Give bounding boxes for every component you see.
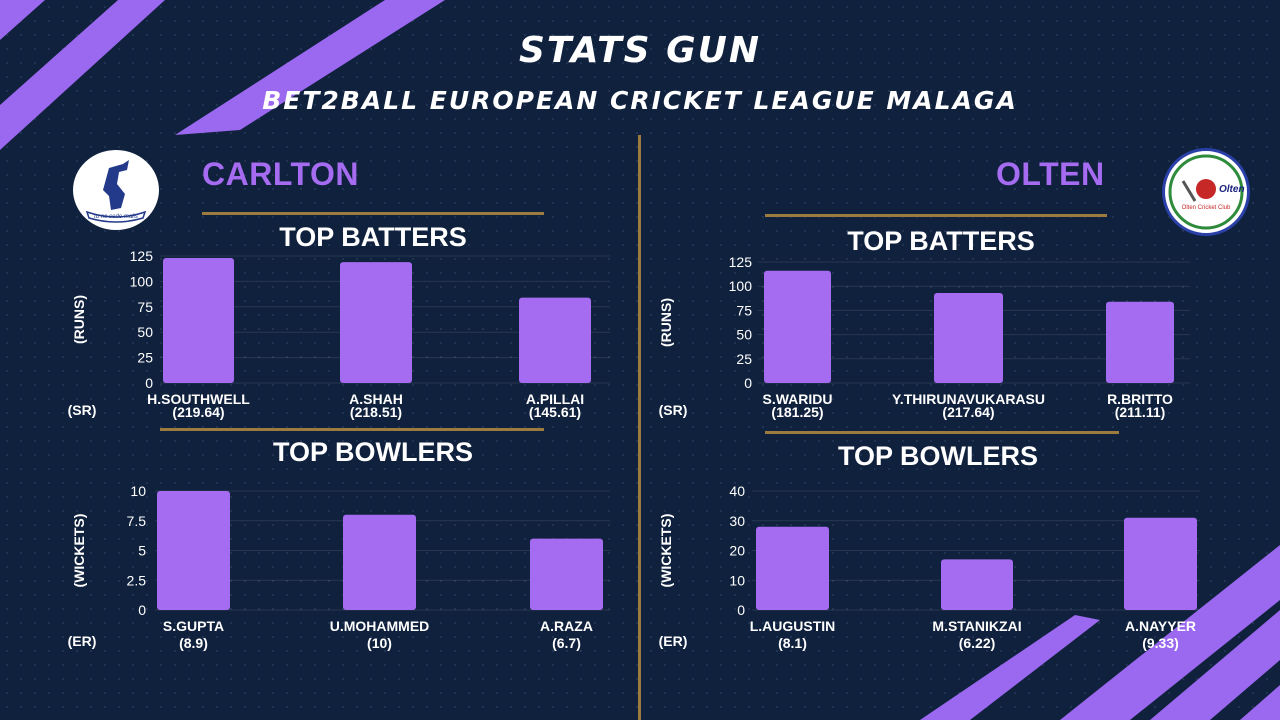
olten-header-rule [765,214,1107,217]
y-tick-label: 7.5 [127,513,147,529]
bar [1124,517,1197,610]
y-axis-label: (RUNS) [658,298,674,347]
bar [157,491,230,610]
olten-logo-subtext: Olten Cricket Club [1182,205,1231,211]
bar [1106,301,1174,383]
y-tick-label: 100 [729,278,753,294]
x-category-label: A.PILLAI [526,391,584,407]
y-tick-label: 125 [130,248,154,264]
y-tick-label: 100 [130,273,154,289]
x-sub-value-label: (9.33) [1142,635,1179,651]
y-tick-label: 20 [729,543,745,559]
y-tick-label: 0 [138,602,146,618]
olten-logo-text: Olten [1219,184,1245,195]
x-sub-value-label: (145.61) [529,404,581,420]
bar [340,262,412,383]
x-category-label: R.BRITTO [1107,391,1173,407]
x-category-label: H.SOUTHWELL [147,391,250,407]
x-sub-value-label: (217.64) [942,404,994,420]
team-name-olten: OLTEN [996,156,1105,192]
olten-batters-title: TOP BATTERS [847,226,1035,256]
y-tick-label: 50 [736,327,752,343]
y-tick-label: 0 [744,375,752,391]
bar [941,559,1013,610]
bar [530,538,603,610]
y-tick-label: 0 [737,602,745,618]
secondary-metric-label: (SR) [68,402,97,418]
secondary-metric-label: (SR) [659,402,688,418]
y-tick-label: 10 [130,483,146,499]
y-tick-label: 75 [736,302,752,318]
x-category-label: M.STANIKZAI [932,618,1021,634]
center-divider [638,135,641,720]
y-tick-label: 2.5 [127,572,147,588]
carlton-bowlers-title: TOP BOWLERS [272,437,474,467]
x-sub-value-label: (6.7) [552,635,581,651]
y-tick-label: 125 [729,254,753,270]
x-sub-value-label: (219.64) [172,404,224,420]
x-sub-value-label: (8.1) [778,635,807,651]
y-tick-label: 50 [137,324,153,340]
x-category-label: A.RAZA [540,618,593,634]
team-name-carlton: CARLTON [202,156,359,192]
y-axis-label: (RUNS) [71,295,87,344]
bar [343,514,416,610]
y-tick-label: 30 [729,513,745,529]
y-tick-label: 0 [145,375,153,391]
carlton-header-rule [202,212,544,215]
y-tick-label: 25 [736,351,752,367]
x-category-label: S.GUPTA [163,618,224,634]
olten-club-icon: Olten Olten Cricket Club [1168,154,1245,230]
carlton-logo: tu ne cede malis [73,150,159,230]
secondary-metric-label: (ER) [659,633,688,649]
page-subtitle: BET2BALL EUROPEAN CRICKET LEAGUE MALAGA [262,86,1018,115]
x-sub-value-label: (10) [367,635,392,651]
bar [764,270,831,383]
carlton-crest-icon: tu ne cede malis [85,160,147,223]
bar [163,258,234,383]
y-tick-label: 5 [138,543,146,559]
x-sub-value-label: (8.9) [179,635,208,651]
olten-logo: Olten Olten Cricket Club [1162,148,1250,236]
y-tick-label: 25 [137,350,153,366]
y-tick-label: 10 [729,572,745,588]
page-title: STATS GUN [518,30,762,71]
x-sub-value-label: (181.25) [771,404,823,420]
carlton-section-rule [160,428,544,431]
x-sub-value-label: (211.11) [1115,404,1166,420]
y-axis-label: (WICKETS) [71,514,87,588]
x-category-label: A.NAYYER [1125,618,1196,634]
x-category-label: S.WARIDU [763,391,833,407]
y-tick-label: 40 [729,483,745,499]
x-category-label: Y.THIRUNAVUKARASU [892,391,1045,407]
carlton-logo-motto: tu ne cede malis [94,214,138,220]
bar [756,526,829,610]
olten-section-rule [765,431,1119,434]
y-tick-label: 75 [137,299,153,315]
x-sub-value-label: (6.22) [959,635,996,651]
x-category-label: L.AUGUSTIN [750,618,836,634]
x-sub-value-label: (218.51) [350,404,402,420]
secondary-metric-label: (ER) [68,633,97,649]
olten-bowlers-title: TOP BOWLERS [837,441,1039,471]
bar [519,297,591,383]
carlton-batters-title: TOP BATTERS [279,222,467,252]
bar [934,292,1003,383]
y-axis-label: (WICKETS) [658,514,674,588]
x-category-label: A.SHAH [349,391,403,407]
x-category-label: U.MOHAMMED [330,618,430,634]
